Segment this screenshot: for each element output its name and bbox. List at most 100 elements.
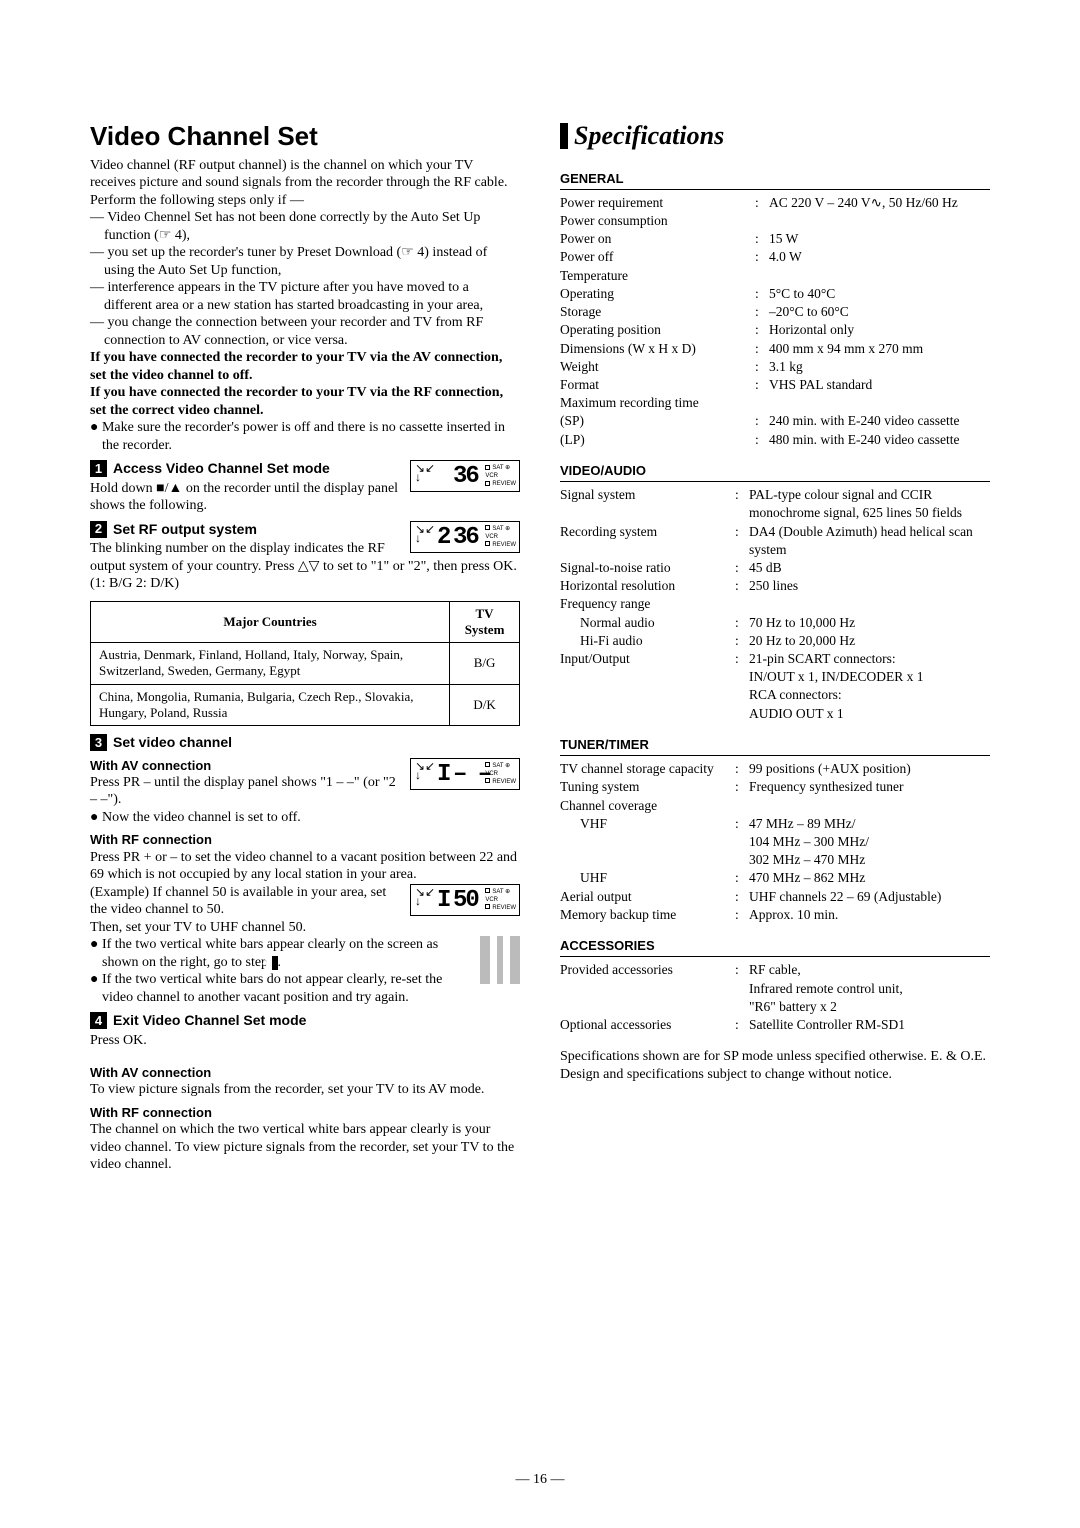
spec-key: (LP) — [560, 431, 755, 449]
step4-head: 4 Exit Video Channel Set mode — [90, 1012, 520, 1030]
spec-key: Memory backup time — [560, 906, 735, 924]
spec-value: PAL-type colour signal and CCIR monochro… — [749, 486, 990, 522]
display-panel-3b: ↘↙↓ I 50 SAT ⊕ VCR REVIEW — [410, 884, 520, 916]
spec-colon: : — [735, 888, 749, 906]
step4-num: 4 — [90, 1012, 107, 1029]
spec-key: Weight — [560, 358, 755, 376]
spec-colon: : — [755, 194, 769, 212]
make-sure-text: Make sure the recorder's power is off an… — [102, 420, 505, 453]
spec-row: Format:VHS PAL standard — [560, 376, 990, 394]
spec-value: DA4 (Double Azimuth) head helical scan s… — [749, 523, 990, 559]
spec-value — [769, 267, 990, 285]
panel-sat: SAT ⊕ — [492, 465, 510, 471]
spec-row: Optional accessories:Satellite Controlle… — [560, 1016, 990, 1034]
step3-av-bullet: ● Now the video channel is set to off. — [102, 809, 520, 827]
spec-key: Horizontal resolution — [560, 577, 735, 595]
spec-key: (SP) — [560, 412, 755, 430]
spec-value: UHF channels 22 – 69 (Adjustable) — [749, 888, 990, 906]
spec-title: Specifications — [560, 120, 990, 153]
spec-value: 400 mm x 94 mm x 270 mm — [769, 340, 990, 358]
spec-value: Horizontal only — [769, 321, 990, 339]
spec-key: Temperature — [560, 267, 755, 285]
spec-key: Maximum recording time — [560, 394, 755, 412]
right-column: Specifications GENERAL Power requirement… — [560, 120, 990, 1174]
spec-value: 3.1 kg — [769, 358, 990, 376]
spec-value — [769, 212, 990, 230]
cond-2: — you set up the recorder's tuner by Pre… — [104, 244, 520, 279]
spec-key: Signal system — [560, 486, 735, 522]
spec-row: Provided accessories:RF cable, Infrared … — [560, 961, 990, 1016]
spec-row: Dimensions (W x H x D):400 mm x 94 mm x … — [560, 340, 990, 358]
step3-head: 3 Set video channel — [90, 734, 520, 752]
table-h2: TV System — [450, 601, 520, 643]
spec-key: Optional accessories — [560, 1016, 735, 1034]
spec-accessories: ACCESSORIES Provided accessories:RF cabl… — [560, 938, 990, 1034]
spec-colon: : — [735, 961, 749, 1016]
spec-row: UHF:470 MHz – 862 MHz — [560, 869, 990, 887]
step2-head: 2 Set RF output system — [90, 521, 404, 539]
spec-colon: : — [755, 285, 769, 303]
spec-value: Approx. 10 min. — [749, 906, 990, 924]
cond-3: — interference appears in the TV picture… — [104, 279, 520, 314]
page-columns: Video Channel Set Video channel (RF outp… — [90, 120, 990, 1174]
spec-colon: : — [735, 760, 749, 778]
spec-key: Power consumption — [560, 212, 755, 230]
spec-colon: : — [735, 577, 749, 595]
spec-value: 70 Hz to 10,000 Hz — [749, 614, 990, 632]
display-panel-1: ↘↙↓ 36 SAT ⊕ VCR REVIEW — [410, 460, 520, 492]
spec-value — [769, 394, 990, 412]
spec-accessories-rows: Provided accessories:RF cable, Infrared … — [560, 961, 990, 1034]
table-h1: Major Countries — [91, 601, 450, 643]
white-bars-icon — [480, 936, 520, 984]
spec-row: Power consumption — [560, 212, 990, 230]
step3-rf-body: Press PR + or – to set the video channel… — [90, 849, 520, 884]
spec-key: Recording system — [560, 523, 735, 559]
spec-row: VHF:47 MHz – 89 MHz/ 104 MHz – 300 MHz/ … — [560, 815, 990, 870]
spec-value: 240 min. with E-240 video cassette — [769, 412, 990, 430]
step4-rf-body: The channel on which the two vertical wh… — [90, 1121, 520, 1174]
spec-colon: : — [755, 303, 769, 321]
spec-row: Power requirement:AC 220 V – 240 V∿, 50 … — [560, 194, 990, 212]
left-column: Video Channel Set Video channel (RF outp… — [90, 120, 520, 1174]
step1-title: Access Video Channel Set mode — [113, 460, 330, 478]
spec-colon: : — [735, 632, 749, 650]
spec-key: Input/Output — [560, 650, 735, 723]
if-av: If you have connected the recorder to yo… — [90, 349, 520, 384]
tv-system-table: Major Countries TV System Austria, Denma… — [90, 601, 520, 727]
spec-colon: : — [735, 906, 749, 924]
spec-key: Tuning system — [560, 778, 735, 796]
spec-row: Power off:4.0 W — [560, 248, 990, 266]
spec-value: 5°C to 40°C — [769, 285, 990, 303]
step4-body: Press OK. — [90, 1032, 520, 1050]
spec-row: (LP):480 min. with E-240 video cassette — [560, 431, 990, 449]
spec-value: 45 dB — [749, 559, 990, 577]
spec-row: Signal system:PAL-type colour signal and… — [560, 486, 990, 522]
spec-value: 4.0 W — [769, 248, 990, 266]
spec-row: Operating position:Horizontal only — [560, 321, 990, 339]
spec-colon — [755, 212, 769, 230]
spec-value: Frequency synthesized tuner — [749, 778, 990, 796]
spec-key: Provided accessories — [560, 961, 735, 1016]
spec-value: –20°C to 60°C — [769, 303, 990, 321]
spec-colon: : — [735, 1016, 749, 1034]
spec-key: Operating — [560, 285, 755, 303]
spec-colon — [755, 394, 769, 412]
spec-row: Tuning system:Frequency synthesized tune… — [560, 778, 990, 796]
spec-title-bar-icon — [560, 123, 568, 149]
spec-row: Maximum recording time — [560, 394, 990, 412]
spec-video-audio-rows: Signal system: PAL-type colour signal and… — [560, 486, 990, 723]
spec-colon: : — [735, 614, 749, 632]
spec-key: Power requirement — [560, 194, 755, 212]
spec-value — [749, 797, 990, 815]
spec-value: 47 MHz – 89 MHz/ 104 MHz – 300 MHz/ 302 … — [749, 815, 990, 870]
spec-colon: : — [735, 650, 749, 723]
spec-row: Aerial output:UHF channels 22 – 69 (Adju… — [560, 888, 990, 906]
intro-1: Video channel (RF output channel) is the… — [90, 157, 520, 192]
spec-key: Channel coverage — [560, 797, 735, 815]
step4-title: Exit Video Channel Set mode — [113, 1012, 306, 1030]
spec-value: 15 W — [769, 230, 990, 248]
step2-title: Set RF output system — [113, 521, 257, 539]
spec-row: Frequency range — [560, 595, 990, 613]
spec-value: VHS PAL standard — [769, 376, 990, 394]
spec-row: Channel coverage — [560, 797, 990, 815]
